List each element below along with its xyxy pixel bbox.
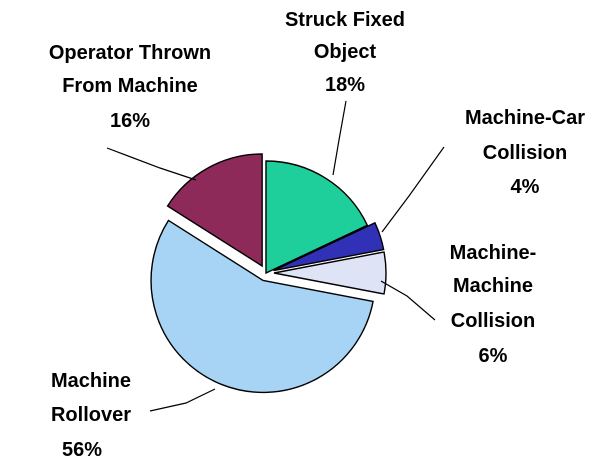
label-machine-rollover: Machine Rollover 56% xyxy=(51,370,131,461)
label-struck-fixed-object-percent: 18% xyxy=(325,74,365,96)
label-machine-car-percent: 4% xyxy=(511,176,540,198)
label-machine-machine-collision: Machine- Machine Collision 6% xyxy=(450,242,537,367)
label-machine-car-collision: Machine-Car Collision 4% xyxy=(465,107,585,198)
pie-slices xyxy=(150,153,387,394)
slice-machine-machine-collision xyxy=(273,251,387,295)
label-machine-car-line2: Collision xyxy=(483,142,567,164)
slice-machine-car-collision xyxy=(273,221,385,272)
leader-line-machine-car xyxy=(381,146,445,233)
label-machine-car-line1: Machine-Car xyxy=(465,107,585,129)
leader-lines xyxy=(106,100,445,412)
label-operator-thrown: Operator Thrown From Machine 16% xyxy=(49,42,211,132)
leader-line-machine-rollover xyxy=(149,388,216,412)
leader-line-machine-machine xyxy=(380,280,436,321)
label-machine-rollover-percent: 56% xyxy=(62,439,102,461)
label-machine-rollover-line1: Machine xyxy=(51,370,131,392)
label-struck-fixed-object: Struck Fixed Object 18% xyxy=(285,9,405,96)
leader-line-operator-thrown xyxy=(106,147,197,181)
label-machine-machine-line2: Machine xyxy=(453,275,533,297)
label-operator-thrown-line1: Operator Thrown xyxy=(49,42,211,64)
label-machine-rollover-line2: Rollover xyxy=(51,404,131,426)
label-struck-fixed-object-line2: Object xyxy=(314,41,377,63)
slice-operator-thrown xyxy=(166,153,263,268)
label-operator-thrown-line2: From Machine xyxy=(62,75,198,97)
leader-line-struck-fixed-object xyxy=(332,100,347,176)
slice-machine-rollover xyxy=(150,219,374,394)
label-machine-machine-line3: Collision xyxy=(451,310,535,332)
label-struck-fixed-object-line1: Struck Fixed xyxy=(285,9,405,31)
label-machine-machine-line1: Machine- xyxy=(450,242,537,264)
label-machine-machine-percent: 6% xyxy=(479,345,508,367)
slice-struck-fixed-object xyxy=(265,160,369,275)
label-operator-thrown-percent: 16% xyxy=(110,110,150,132)
